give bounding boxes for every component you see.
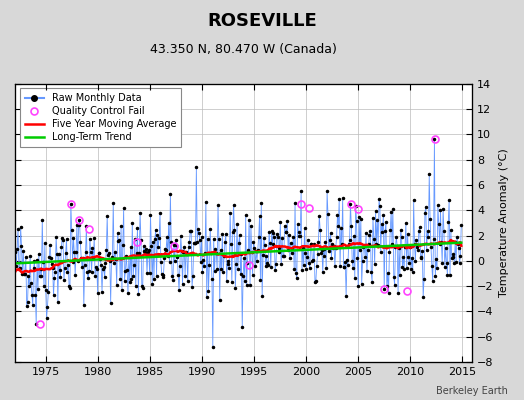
Legend: Raw Monthly Data, Quality Control Fail, Five Year Moving Average, Long-Term Tren: Raw Monthly Data, Quality Control Fail, …	[20, 88, 181, 147]
Text: Berkeley Earth: Berkeley Earth	[436, 386, 508, 396]
Y-axis label: Temperature Anomaly (°C): Temperature Anomaly (°C)	[499, 148, 509, 297]
Text: ROSEVILLE: ROSEVILLE	[207, 12, 317, 30]
Title: 43.350 N, 80.470 W (Canada): 43.350 N, 80.470 W (Canada)	[150, 43, 337, 56]
